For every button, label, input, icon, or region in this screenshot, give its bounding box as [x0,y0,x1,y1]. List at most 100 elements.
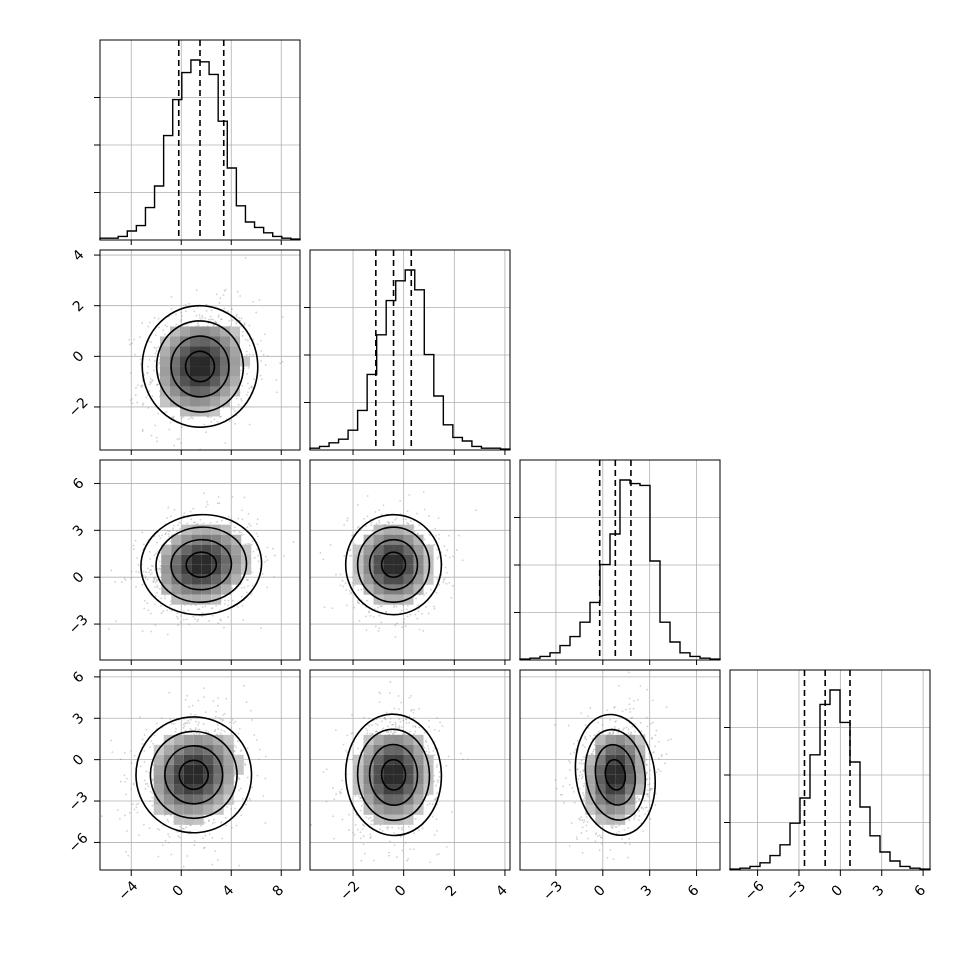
sample-point [154,576,157,579]
sample-point [461,559,464,562]
sample-point [155,436,158,439]
sample-point [436,781,439,784]
sample-point [247,542,249,545]
sample-point [153,577,156,580]
sample-point [475,509,477,512]
sample-point [245,803,247,806]
sample-point [124,780,127,783]
density-cell [373,814,384,825]
sample-point [178,527,181,530]
density-cell [363,734,374,745]
sample-point [366,495,369,497]
sample-point [156,586,159,589]
density-cell [153,774,164,785]
sample-point [155,578,158,581]
sample-point [152,577,155,579]
sample-point [204,711,207,714]
density-cell [383,754,394,765]
sample-point [395,856,398,859]
sample-point [348,589,351,592]
sample-point [247,382,249,385]
sample-point [218,502,221,505]
sample-point [434,798,436,801]
sample-point [408,493,411,496]
sample-point [446,572,448,574]
density-cell [193,734,204,745]
sample-point [195,314,198,317]
sample-point [396,727,399,730]
density-cell [363,764,374,775]
sample-point [157,855,160,858]
density-cell [230,366,240,377]
sample-point [418,707,421,710]
density-cell [383,554,394,565]
sample-point [206,503,209,506]
sample-point [237,605,239,608]
sample-point [389,721,392,723]
density-cell [413,804,424,815]
sample-point [360,588,363,591]
sample-point [400,609,403,612]
sample-point [448,581,451,584]
panel-frame [309,459,511,661]
sample-point [233,750,236,752]
sample-point [131,402,134,405]
sample-point [232,722,235,724]
sample-point [345,589,348,591]
sample-point [259,374,262,377]
sample-point [383,717,386,720]
sample-point [214,320,217,323]
sample-point [405,518,407,521]
sample-point [238,316,241,319]
sample-point [260,378,263,381]
sample-point [634,730,636,733]
sample-point [161,534,164,537]
density-cell [363,574,374,585]
density-cell [163,774,174,785]
sample-point [260,627,262,630]
sample-point [451,584,454,587]
sample-point [429,861,431,864]
sample-point [215,293,218,296]
sample-point [157,497,159,499]
sample-point [196,523,199,525]
density-cell [173,774,184,785]
sample-point [212,324,215,327]
density-cell [211,564,222,575]
sample-point [626,815,629,818]
density-cell [230,326,240,337]
sample-point [167,841,170,844]
sample-point [422,629,424,632]
contour-level-3 [344,713,443,837]
sample-point [234,807,237,810]
sample-point [224,442,227,444]
sample-point [169,600,172,603]
sample-point [427,747,430,750]
density-cell [230,346,240,357]
density-cell [383,594,394,605]
sample-point [194,727,197,730]
sample-point [245,591,248,594]
density-cell [180,336,190,347]
sample-point [142,543,145,546]
sample-point [237,403,240,406]
sample-point [247,512,250,515]
sample-point [378,509,381,511]
density-cell [221,524,232,535]
sample-point [141,386,144,388]
sample-point [423,538,426,541]
sample-point [236,290,239,293]
sample-point [130,750,132,752]
sample-point [224,603,226,605]
density-cell [403,804,414,815]
sample-point [141,531,144,534]
sample-point [262,795,265,798]
sample-point [433,607,436,610]
sample-point [194,720,197,723]
density-cell [171,544,182,555]
sample-point [417,829,420,832]
sample-point [406,521,409,524]
sample-point [194,713,197,716]
histogram-1 [309,269,511,450]
